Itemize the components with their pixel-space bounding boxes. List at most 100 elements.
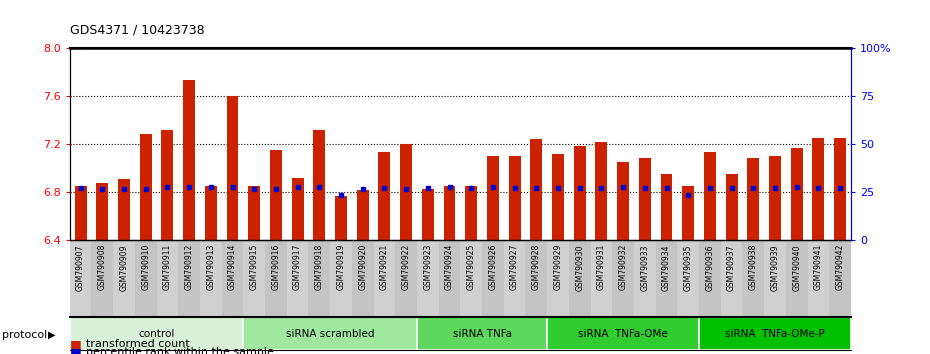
- Bar: [509, 156, 521, 240]
- Bar: [618, 162, 629, 240]
- Bar: [270, 150, 282, 240]
- Bar: [265, 240, 286, 317]
- Bar: [699, 240, 721, 317]
- Bar: [422, 189, 433, 240]
- Bar: [683, 186, 694, 240]
- Text: GSM790939: GSM790939: [770, 244, 779, 291]
- Text: GSM790920: GSM790920: [358, 244, 367, 291]
- Text: GSM790911: GSM790911: [163, 244, 172, 290]
- Bar: [439, 240, 460, 317]
- Text: GSM790910: GSM790910: [141, 244, 151, 291]
- Bar: [113, 240, 135, 317]
- Bar: [335, 196, 347, 240]
- Bar: [135, 240, 156, 317]
- Text: transformed count: transformed count: [86, 339, 191, 349]
- Bar: [286, 240, 309, 317]
- Bar: [725, 174, 737, 240]
- Text: GSM790926: GSM790926: [488, 244, 498, 291]
- Text: GSM790907: GSM790907: [76, 244, 86, 291]
- Bar: [156, 240, 179, 317]
- Text: GSM790921: GSM790921: [379, 244, 389, 290]
- Bar: [834, 138, 846, 240]
- Text: GSM790917: GSM790917: [293, 244, 302, 291]
- Text: GSM790924: GSM790924: [445, 244, 454, 291]
- Bar: [595, 142, 607, 240]
- Bar: [769, 156, 781, 240]
- Bar: [547, 240, 569, 317]
- Text: siRNA  TNFa-OMe-P: siRNA TNFa-OMe-P: [725, 329, 825, 339]
- Text: GSM790942: GSM790942: [835, 244, 844, 291]
- Bar: [357, 190, 368, 240]
- Text: GSM790923: GSM790923: [423, 244, 432, 291]
- Bar: [786, 240, 807, 317]
- Text: GSM790919: GSM790919: [337, 244, 346, 291]
- Text: GSM790940: GSM790940: [792, 244, 802, 291]
- Text: siRNA scrambled: siRNA scrambled: [286, 329, 375, 339]
- Bar: [97, 183, 108, 240]
- Text: ■: ■: [70, 346, 82, 354]
- Text: GSM790938: GSM790938: [749, 244, 758, 291]
- Bar: [813, 138, 824, 240]
- Bar: [574, 147, 586, 240]
- Bar: [183, 80, 195, 240]
- Bar: [70, 317, 244, 350]
- Bar: [179, 240, 200, 317]
- Bar: [525, 240, 547, 317]
- Text: GSM790912: GSM790912: [184, 244, 193, 290]
- Bar: [460, 240, 482, 317]
- Text: control: control: [139, 329, 175, 339]
- Bar: [200, 240, 221, 317]
- Text: GSM790941: GSM790941: [814, 244, 823, 291]
- Text: GSM790931: GSM790931: [597, 244, 606, 291]
- Bar: [379, 153, 391, 240]
- Bar: [417, 240, 439, 317]
- Bar: [790, 148, 803, 240]
- Text: siRNA  TNFa-OMe: siRNA TNFa-OMe: [578, 329, 668, 339]
- Text: ■: ■: [70, 338, 82, 350]
- Text: GSM790932: GSM790932: [618, 244, 628, 291]
- Bar: [465, 186, 477, 240]
- Bar: [504, 240, 525, 317]
- Bar: [227, 96, 238, 240]
- Bar: [634, 240, 656, 317]
- Text: GSM790937: GSM790937: [727, 244, 737, 291]
- Bar: [807, 240, 830, 317]
- Bar: [374, 240, 395, 317]
- Bar: [591, 240, 612, 317]
- Bar: [699, 317, 851, 350]
- Bar: [742, 240, 764, 317]
- Text: protocol: protocol: [2, 330, 47, 339]
- Text: GSM790935: GSM790935: [684, 244, 693, 291]
- Text: GDS4371 / 10423738: GDS4371 / 10423738: [70, 23, 205, 36]
- Bar: [205, 186, 217, 240]
- Bar: [352, 240, 374, 317]
- Bar: [612, 240, 634, 317]
- Bar: [221, 240, 244, 317]
- Text: GSM790930: GSM790930: [575, 244, 584, 291]
- Bar: [569, 240, 591, 317]
- Text: GSM790936: GSM790936: [705, 244, 714, 291]
- Bar: [677, 240, 699, 317]
- Bar: [547, 317, 699, 350]
- Text: siRNA TNFa: siRNA TNFa: [453, 329, 512, 339]
- Text: GSM790925: GSM790925: [467, 244, 476, 291]
- Text: GSM790929: GSM790929: [553, 244, 563, 291]
- Bar: [639, 159, 651, 240]
- Bar: [162, 130, 173, 240]
- Text: GSM790928: GSM790928: [532, 244, 541, 290]
- Bar: [292, 178, 303, 240]
- Bar: [660, 174, 672, 240]
- Text: GSM790918: GSM790918: [314, 244, 324, 290]
- Text: ▶: ▶: [48, 330, 56, 339]
- Bar: [748, 159, 759, 240]
- Text: GSM790927: GSM790927: [510, 244, 519, 291]
- Bar: [482, 240, 504, 317]
- Bar: [656, 240, 677, 317]
- Bar: [313, 130, 326, 240]
- Bar: [552, 154, 564, 240]
- Bar: [764, 240, 786, 317]
- Bar: [140, 135, 152, 240]
- Text: GSM790922: GSM790922: [402, 244, 411, 290]
- Bar: [721, 240, 742, 317]
- Bar: [244, 240, 265, 317]
